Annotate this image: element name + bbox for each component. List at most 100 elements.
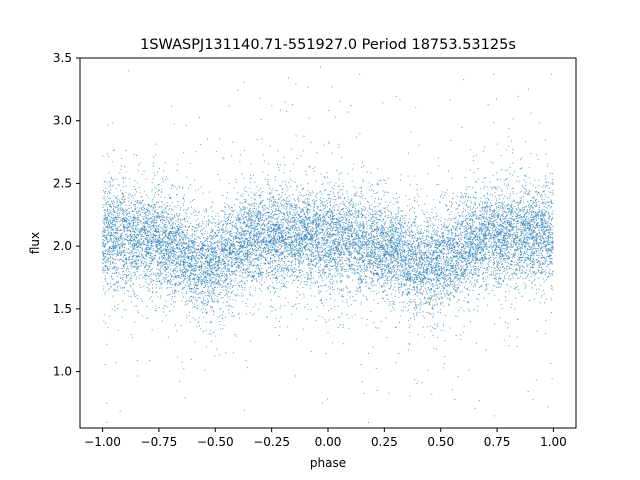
data-point xyxy=(184,220,186,222)
data-point xyxy=(231,155,233,157)
data-point xyxy=(468,262,470,264)
data-point xyxy=(137,222,139,224)
data-point xyxy=(537,213,539,215)
data-point xyxy=(384,290,386,292)
data-point xyxy=(502,230,504,232)
data-point xyxy=(537,234,539,236)
data-point xyxy=(281,235,283,237)
data-point xyxy=(395,239,397,241)
data-point xyxy=(154,261,156,263)
data-point xyxy=(546,226,548,228)
data-point xyxy=(339,316,341,318)
data-point xyxy=(345,243,347,245)
data-point xyxy=(220,263,222,265)
data-point xyxy=(461,234,463,236)
data-point xyxy=(358,233,360,235)
data-point xyxy=(165,242,167,244)
data-point xyxy=(246,280,248,282)
data-point xyxy=(532,244,534,246)
data-point xyxy=(127,266,129,268)
data-point xyxy=(374,254,376,256)
data-point xyxy=(469,215,471,217)
data-point xyxy=(434,305,436,307)
data-point xyxy=(549,273,551,275)
data-point xyxy=(481,251,483,253)
data-point xyxy=(290,269,292,271)
data-point xyxy=(421,210,423,212)
data-point xyxy=(318,223,320,225)
data-point xyxy=(405,264,407,266)
data-point xyxy=(475,250,477,252)
data-point xyxy=(109,234,111,236)
data-point xyxy=(388,254,390,256)
data-point xyxy=(399,269,401,271)
data-point xyxy=(207,286,209,288)
data-point xyxy=(427,264,429,266)
data-point xyxy=(485,288,487,290)
data-point xyxy=(542,201,544,203)
data-point xyxy=(420,273,422,275)
data-point xyxy=(437,265,439,267)
data-point xyxy=(407,252,409,254)
data-point xyxy=(267,174,269,176)
data-point xyxy=(312,238,314,240)
data-point xyxy=(170,259,172,261)
data-point xyxy=(391,252,393,254)
data-point xyxy=(185,209,187,211)
data-point xyxy=(261,216,263,218)
data-point xyxy=(483,216,485,218)
data-point xyxy=(415,304,417,306)
data-point xyxy=(164,247,166,249)
data-point xyxy=(461,221,463,223)
data-point xyxy=(309,254,311,256)
data-point xyxy=(291,214,293,216)
data-point xyxy=(534,205,536,207)
data-point xyxy=(130,237,132,239)
data-point xyxy=(155,254,157,256)
data-point xyxy=(532,257,534,259)
data-point xyxy=(527,227,529,229)
data-point xyxy=(304,201,306,203)
data-point xyxy=(323,219,325,221)
data-point xyxy=(436,234,438,236)
data-point xyxy=(300,251,302,253)
data-point xyxy=(156,247,158,249)
data-point xyxy=(417,284,419,286)
data-point xyxy=(416,265,418,267)
data-point xyxy=(168,255,170,257)
data-point xyxy=(380,245,382,247)
data-point xyxy=(142,257,144,259)
data-point xyxy=(333,223,335,225)
data-point xyxy=(303,212,305,214)
data-point xyxy=(380,266,382,268)
data-point xyxy=(191,269,193,271)
data-point xyxy=(147,247,149,249)
data-point xyxy=(440,243,442,245)
data-point xyxy=(503,242,505,244)
data-point xyxy=(494,213,496,215)
data-point xyxy=(452,281,454,283)
data-point xyxy=(525,175,527,177)
data-point xyxy=(284,214,286,216)
data-point xyxy=(358,278,360,280)
data-point xyxy=(433,263,435,265)
data-point xyxy=(151,205,153,207)
data-point xyxy=(351,222,353,224)
data-point xyxy=(110,227,112,229)
data-point xyxy=(473,252,474,254)
data-point xyxy=(335,213,337,215)
data-point xyxy=(365,286,367,288)
data-point xyxy=(338,250,340,252)
data-point xyxy=(492,234,494,236)
data-point xyxy=(206,221,208,223)
data-point xyxy=(523,234,525,236)
data-point xyxy=(394,219,396,221)
data-point xyxy=(121,178,123,180)
data-point xyxy=(420,250,422,252)
data-point xyxy=(322,277,324,279)
data-point xyxy=(329,204,331,206)
data-point xyxy=(548,226,550,228)
data-point xyxy=(501,205,503,207)
data-point xyxy=(318,256,320,258)
data-point xyxy=(165,232,167,234)
